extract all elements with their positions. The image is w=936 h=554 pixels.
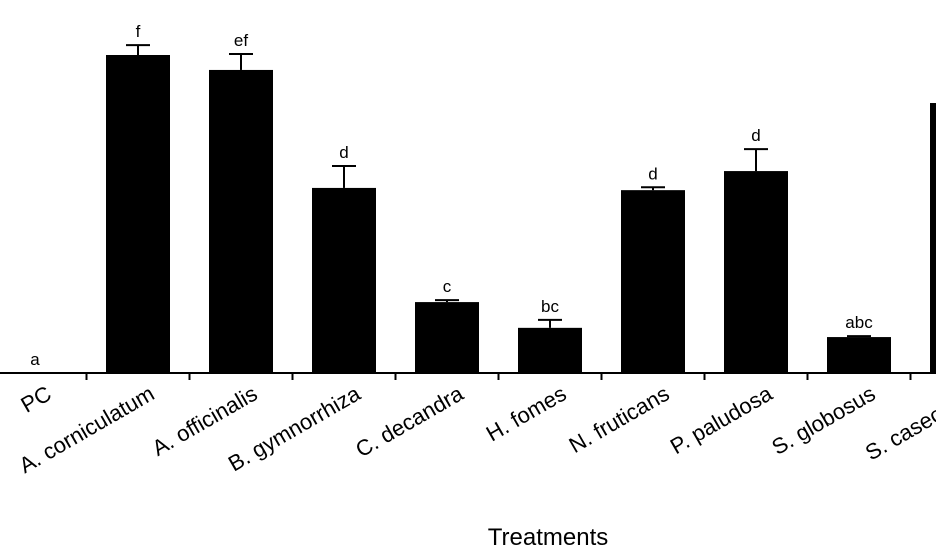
bar bbox=[209, 69, 273, 374]
significance-letter: ef bbox=[234, 31, 248, 50]
significance-letter: d bbox=[648, 164, 657, 183]
significance-letter: abc bbox=[845, 313, 873, 332]
significance-letter: f bbox=[136, 22, 141, 41]
x-tick-label: N. fruticans bbox=[565, 381, 674, 458]
x-axis-title: Treatments bbox=[488, 524, 608, 551]
significance-letter: a bbox=[30, 350, 40, 369]
bar bbox=[827, 337, 891, 373]
bar bbox=[930, 103, 936, 373]
significance-letter: d bbox=[751, 126, 760, 145]
significance-letter: d bbox=[339, 143, 348, 162]
bar bbox=[415, 302, 479, 373]
bar bbox=[724, 171, 788, 373]
x-tick-label: PC bbox=[17, 381, 56, 418]
bar bbox=[621, 190, 685, 373]
significance-letter: bc bbox=[541, 297, 559, 316]
x-tick-label: C. decandra bbox=[351, 380, 468, 462]
x-tick-label: H. fomes bbox=[482, 381, 571, 447]
significance-letter: c bbox=[443, 277, 452, 296]
bar bbox=[518, 327, 582, 373]
x-tick-label: P. paludosa bbox=[666, 380, 777, 459]
bar bbox=[312, 187, 376, 373]
bar bbox=[106, 55, 170, 373]
